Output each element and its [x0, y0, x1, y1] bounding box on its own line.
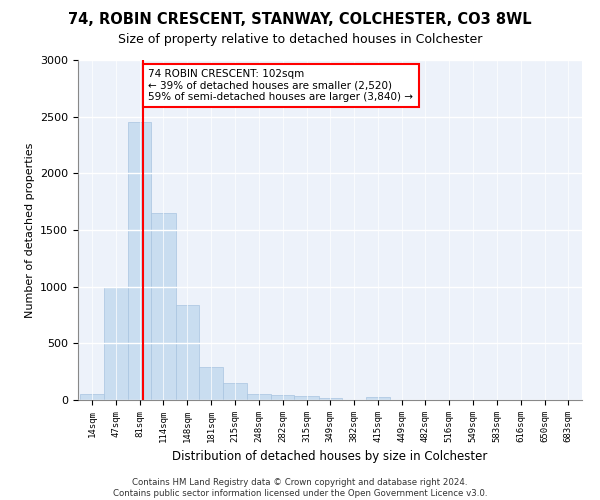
Bar: [247, 394, 271, 400]
Bar: [176, 305, 199, 400]
Bar: [319, 398, 342, 400]
Bar: [151, 213, 176, 400]
Bar: [295, 396, 319, 400]
Bar: [365, 396, 390, 400]
Text: 74, ROBIN CRESCENT, STANWAY, COLCHESTER, CO3 8WL: 74, ROBIN CRESCENT, STANWAY, COLCHESTER,…: [68, 12, 532, 28]
X-axis label: Distribution of detached houses by size in Colchester: Distribution of detached houses by size …: [172, 450, 488, 464]
Bar: [223, 383, 247, 400]
Bar: [271, 396, 295, 400]
Bar: [104, 286, 128, 400]
Text: Size of property relative to detached houses in Colchester: Size of property relative to detached ho…: [118, 32, 482, 46]
Text: Contains HM Land Registry data © Crown copyright and database right 2024.
Contai: Contains HM Land Registry data © Crown c…: [113, 478, 487, 498]
Text: 74 ROBIN CRESCENT: 102sqm
← 39% of detached houses are smaller (2,520)
59% of se: 74 ROBIN CRESCENT: 102sqm ← 39% of detac…: [148, 69, 413, 102]
Bar: [128, 122, 151, 400]
Y-axis label: Number of detached properties: Number of detached properties: [25, 142, 35, 318]
Bar: [80, 394, 104, 400]
Bar: [199, 367, 223, 400]
